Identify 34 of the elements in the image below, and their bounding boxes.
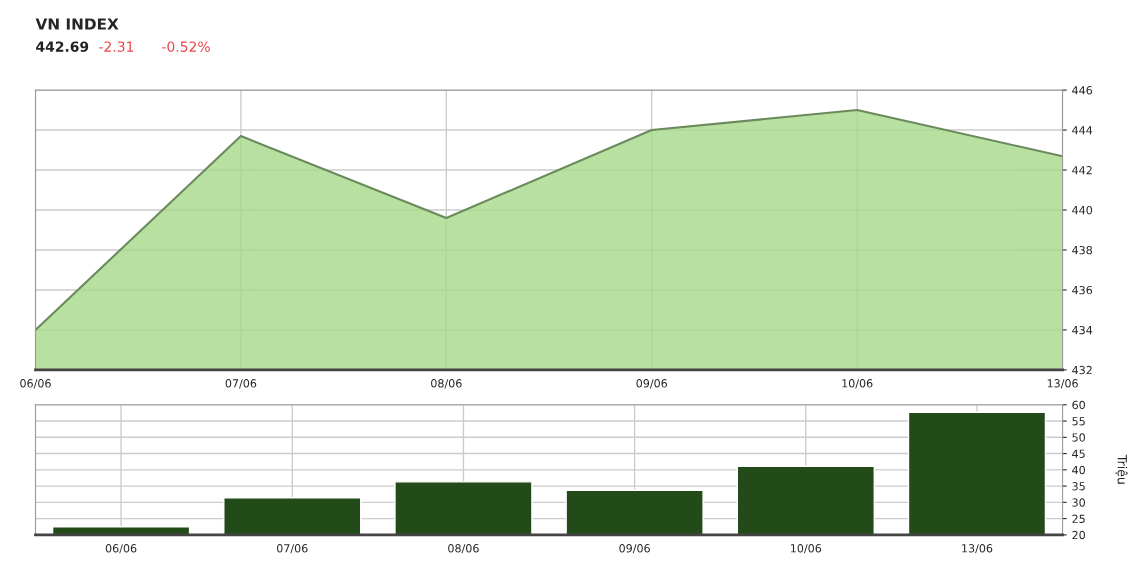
x-tick-label: 07/06 [276,544,308,554]
y-axis-title: Triệu [1115,454,1128,484]
y-tick-label: 434 [1072,325,1093,335]
x-tick-label: 09/06 [636,379,668,389]
x-tick-label: 08/06 [448,544,479,554]
y-tick-label: 55 [1072,417,1085,426]
y-tick-label: 438 [1072,245,1093,255]
y-tick-label: 45 [1072,449,1085,458]
y-tick-label: 60 [1072,400,1085,410]
x-tick-label: 13/06 [1047,379,1078,389]
y-tick-label: 440 [1072,205,1093,215]
x-tick-label: 07/06 [225,379,257,389]
y-tick-label: 40 [1072,465,1085,475]
text: -2.31 [99,41,134,52]
x-tick-label: 10/06 [842,379,873,389]
x-tick-label: 06/06 [20,379,51,389]
y-tick-label: 444 [1072,126,1093,135]
x-tick-label: 10/06 [791,544,822,554]
x-tick-label: 09/06 [619,544,650,554]
text: 442.69 [36,41,89,52]
y-tick-label: 432 [1072,365,1092,375]
y-tick-label: 20 [1072,530,1085,540]
x-tick-label: 08/06 [431,379,462,389]
y-tick-label: 446 [1072,86,1093,95]
y-tick-label: 436 [1072,285,1093,295]
y-tick-label: 25 [1072,514,1085,523]
y-tick-label: 35 [1072,482,1085,491]
y-tick-label: 50 [1072,433,1085,442]
y-tick-label: 30 [1072,498,1085,507]
text: -0.52% [162,41,210,52]
x-tick-label: 06/06 [105,544,137,554]
chart-title: VN INDEX [35,18,119,30]
y-tick-label: 442 [1072,166,1092,175]
x-tick-label: 13/06 [962,544,993,554]
